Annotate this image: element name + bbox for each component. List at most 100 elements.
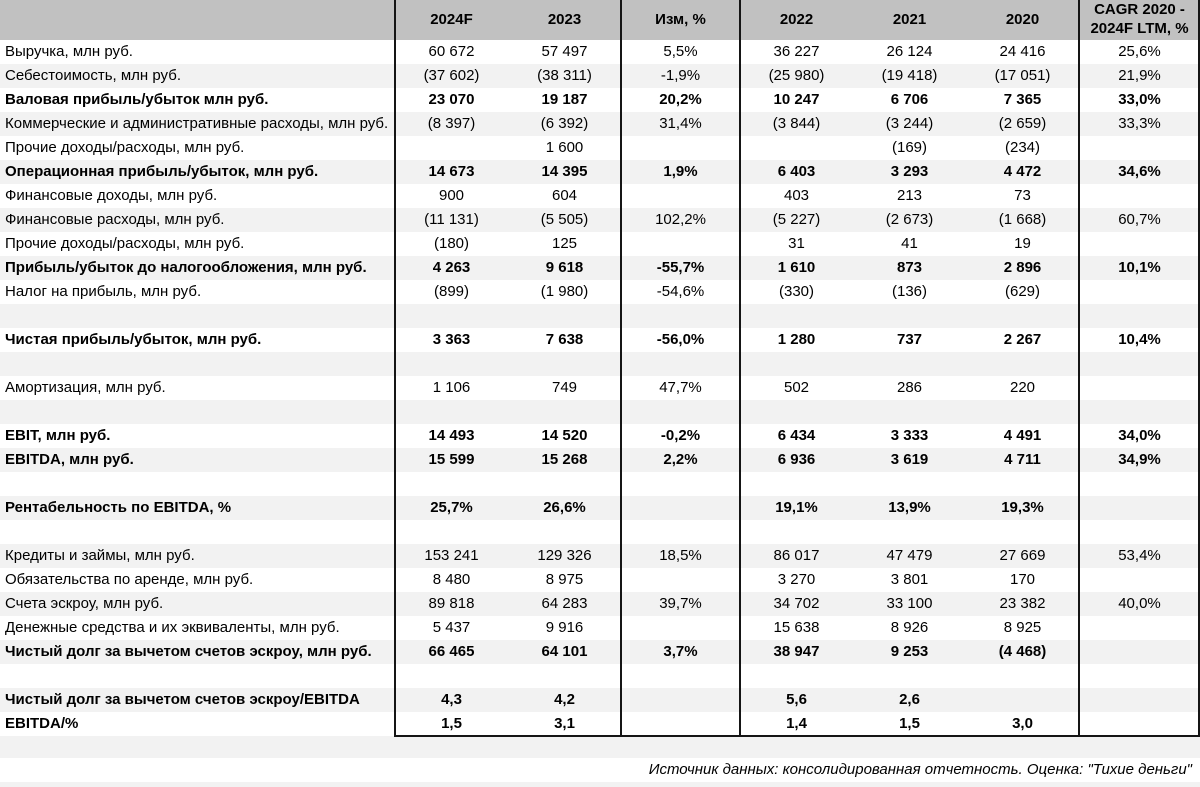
cell: (3 244) — [885, 115, 934, 132]
cell: 19,3% — [1001, 499, 1044, 516]
cell: (1 668) — [998, 211, 1047, 228]
cell: 1,4 — [786, 715, 807, 732]
cell: 1,5 — [899, 715, 920, 732]
table-border-line — [1198, 0, 1200, 737]
cell: (234) — [1004, 139, 1041, 156]
cell: 6 936 — [777, 451, 816, 468]
row-label: Рентабельность по EBITDA, % — [5, 499, 232, 516]
cell — [508, 304, 621, 328]
cell — [853, 472, 966, 496]
cell: -1,9% — [660, 67, 701, 84]
cell: 14 493 — [428, 427, 475, 444]
cell: 36 227 — [773, 43, 820, 60]
row-label: EBITDA, млн руб. — [5, 451, 134, 468]
row-label: Выручка, млн руб. — [5, 43, 133, 60]
cell: 9 618 — [545, 259, 584, 276]
cell: 10 247 — [773, 91, 820, 108]
cell: 3 270 — [777, 571, 816, 588]
cell: 4,3 — [441, 691, 462, 708]
cell: (2 673) — [885, 211, 934, 228]
cell: (38 311) — [537, 67, 592, 84]
table-row — [0, 472, 1200, 496]
row-label: Налог на прибыль, млн руб. — [5, 283, 202, 300]
column-header-2021: 2021 — [853, 0, 966, 40]
cell: (3 844) — [772, 115, 821, 132]
cell: 64 101 — [541, 643, 588, 660]
cell — [508, 664, 621, 688]
column-header-2023: 2023 — [508, 0, 621, 40]
cell — [853, 520, 966, 544]
cell: 1 280 — [777, 331, 816, 348]
cell: 502 — [783, 379, 810, 396]
cell — [621, 304, 740, 328]
row-label: Финансовые расходы, млн руб. — [5, 211, 225, 228]
cell: 18,5% — [659, 547, 702, 564]
table-row: Кредиты и займы, млн руб. 153 241 129 326 1… — [0, 544, 1200, 568]
cell: 6 434 — [777, 427, 816, 444]
table-row: Счета эскроу, млн руб. 89 818 64 283 39,7% 3… — [0, 592, 1200, 616]
table-row: Чистая прибыль/убыток, млн руб. 3 363 7 63… — [0, 328, 1200, 352]
cell: 40,0% — [1118, 595, 1161, 612]
table-row: Прочие доходы/расходы, млн руб. 1 600 (169… — [0, 136, 1200, 160]
cell: 34,6% — [1118, 163, 1161, 180]
cell: 3 363 — [432, 331, 471, 348]
cell: 13,9% — [888, 499, 931, 516]
column-header-2024f: 2024F — [395, 0, 508, 40]
cell — [740, 472, 853, 496]
cell — [395, 664, 508, 688]
table-row: Прочие доходы/расходы, млн руб. (180) 125 3… — [0, 232, 1200, 256]
cell: 604 — [551, 187, 578, 204]
row-label — [0, 520, 395, 544]
column-header-change-pct: Изм, % — [621, 0, 740, 40]
cell — [621, 712, 740, 736]
cell: -0,2% — [660, 427, 701, 444]
cell — [621, 352, 740, 376]
cell — [1079, 640, 1200, 664]
cell — [1079, 400, 1200, 424]
table-row: Себестоимость, млн руб. (37 602) (38 311) -… — [0, 64, 1200, 88]
table-row: Выручка, млн руб. 60 672 57 497 5,5% 36 227 2… — [0, 40, 1200, 64]
cell — [1079, 496, 1200, 520]
bottom-stripe — [0, 782, 1200, 787]
cell — [395, 352, 508, 376]
cell: (2 659) — [998, 115, 1047, 132]
cell: 2,2% — [663, 451, 698, 468]
cell: 60 672 — [428, 43, 475, 60]
row-label: Коммерческие и административные расходы,… — [5, 115, 389, 132]
row-label — [0, 304, 395, 328]
cell — [508, 400, 621, 424]
cell — [740, 136, 853, 160]
row-label: Финансовые доходы, млн руб. — [5, 187, 218, 204]
row-label: Прочие доходы/расходы, млн руб. — [5, 139, 245, 156]
table-row: Финансовые расходы, млн руб. (11 131) (5 5… — [0, 208, 1200, 232]
cell: 73 — [1014, 187, 1031, 204]
cell — [966, 472, 1079, 496]
cell: (629) — [1004, 283, 1041, 300]
cell — [508, 352, 621, 376]
cell: (169) — [891, 139, 928, 156]
cell — [853, 304, 966, 328]
cell: 86 017 — [773, 547, 820, 564]
cell — [853, 400, 966, 424]
cell: 41 — [901, 235, 918, 252]
row-label: EBITDA/% — [5, 715, 79, 732]
row-label: Операционная прибыль/убыток, млн руб. — [5, 163, 319, 180]
cell: (5 505) — [540, 211, 589, 228]
cell: 10,1% — [1118, 259, 1161, 276]
table-row: Амортизация, млн руб. 1 106 749 47,7% 502 286… — [0, 376, 1200, 400]
cell — [621, 184, 740, 208]
table-row: Валовая прибыль/убыток млн руб. 23 070 19 … — [0, 88, 1200, 112]
cell — [621, 664, 740, 688]
cell — [1079, 616, 1200, 640]
table-row: Налог на прибыль, млн руб. (899) (1 980) -5… — [0, 280, 1200, 304]
table-row — [0, 304, 1200, 328]
cell: 5 437 — [432, 619, 471, 636]
cell — [1079, 304, 1200, 328]
row-label: EBIT, млн руб. — [5, 427, 111, 444]
cell — [1079, 568, 1200, 592]
cell: 25,7% — [430, 499, 473, 516]
cell — [740, 400, 853, 424]
table-row: Рентабельность по EBITDA, % 25,7% 26,6% 19,… — [0, 496, 1200, 520]
table-row: Обязательства по аренде, млн руб. 8 480 8 … — [0, 568, 1200, 592]
cell: 3,1 — [554, 715, 575, 732]
